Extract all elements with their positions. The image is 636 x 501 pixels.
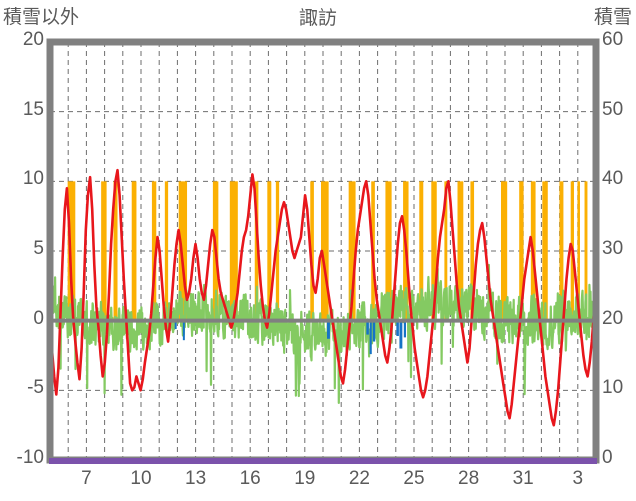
y-tick-right-20: 20 xyxy=(602,307,624,329)
x-tick-16: 16 xyxy=(239,468,261,489)
y-tick-right-30: 30 xyxy=(602,238,624,259)
y-tick-right-40: 40 xyxy=(602,168,624,190)
x-tick-10: 10 xyxy=(130,468,152,489)
y-tick-left-10: 10 xyxy=(22,168,44,190)
y-tick-left--10: -10 xyxy=(16,447,44,468)
page-title: 諏訪 xyxy=(298,8,337,29)
y-tick-right-0: 0 xyxy=(602,447,613,468)
axis-label-right: 積雪 xyxy=(593,7,632,28)
y-tick-left-20: 20 xyxy=(22,29,44,50)
x-tick-31: 31 xyxy=(512,468,534,489)
x-tick-3: 3 xyxy=(572,468,584,489)
series-blue-bars xyxy=(174,320,406,355)
y-tick-left-15: 15 xyxy=(22,98,44,120)
y-tick-left-5: 5 xyxy=(33,238,44,259)
axis-label-left: 積雪以外 xyxy=(3,7,80,28)
y-tick-right-10: 10 xyxy=(602,377,624,399)
x-tick-22: 22 xyxy=(348,468,370,489)
series-red-line xyxy=(50,168,596,427)
y-tick-right-60: 60 xyxy=(602,29,624,50)
x-tick-25: 25 xyxy=(403,468,425,489)
x-tick-7: 7 xyxy=(81,468,92,489)
y-tick-right-50: 50 xyxy=(602,98,624,120)
series-green-line xyxy=(50,263,596,404)
x-tick-28: 28 xyxy=(458,468,480,489)
x-tick-19: 19 xyxy=(294,468,316,489)
y-tick-left-0: 0 xyxy=(33,307,44,329)
y-tick-left--5: -5 xyxy=(27,377,44,399)
x-tick-13: 13 xyxy=(185,468,207,489)
